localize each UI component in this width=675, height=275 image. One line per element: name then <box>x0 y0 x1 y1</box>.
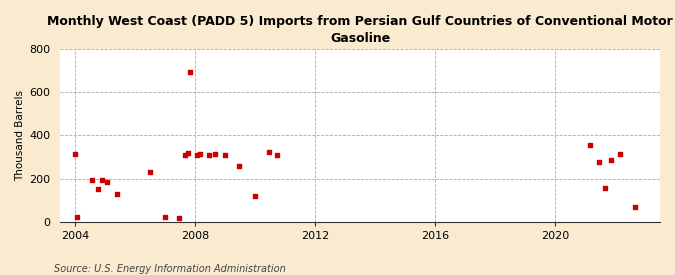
Point <box>250 194 261 198</box>
Text: Source: U.S. Energy Information Administration: Source: U.S. Energy Information Administ… <box>54 264 286 274</box>
Point <box>86 177 97 182</box>
Title: Monthly West Coast (PADD 5) Imports from Persian Gulf Countries of Conventional : Monthly West Coast (PADD 5) Imports from… <box>47 15 673 45</box>
Point <box>191 153 202 157</box>
Point <box>70 152 80 156</box>
Point <box>179 153 190 157</box>
Point <box>219 153 230 157</box>
Point <box>182 150 193 155</box>
Point <box>144 170 155 174</box>
Point <box>173 216 184 221</box>
Point <box>92 187 103 191</box>
Point <box>209 152 220 156</box>
Point <box>599 186 610 191</box>
Point <box>629 204 640 209</box>
Point <box>101 180 112 184</box>
Point <box>111 191 122 196</box>
Point <box>271 153 282 157</box>
Point <box>233 164 244 168</box>
Point <box>593 160 604 164</box>
Point <box>606 158 617 162</box>
Point <box>159 215 170 220</box>
Point <box>584 143 595 147</box>
Point <box>97 177 107 182</box>
Point <box>195 152 206 156</box>
Point <box>263 149 274 154</box>
Point <box>184 69 195 74</box>
Point <box>614 152 625 156</box>
Point <box>203 153 214 157</box>
Point <box>72 215 83 220</box>
Y-axis label: Thousand Barrels: Thousand Barrels <box>15 90 25 181</box>
